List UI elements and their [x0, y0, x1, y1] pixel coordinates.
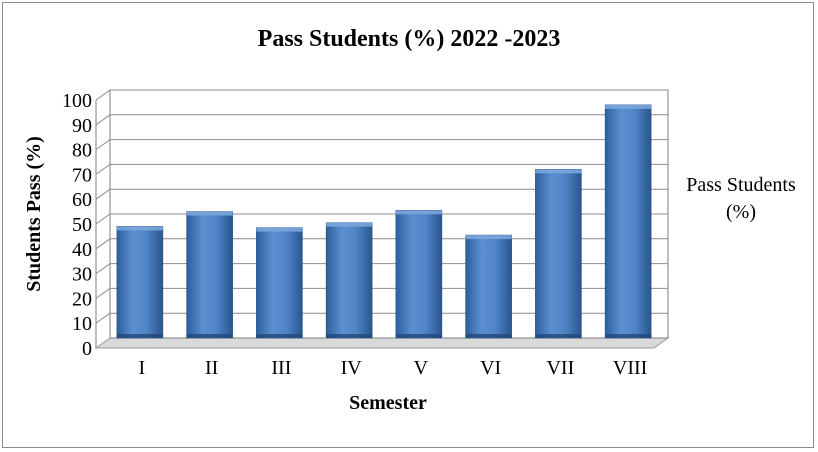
x-tick-label: III	[271, 357, 291, 379]
gridline-diagonal	[95, 139, 111, 151]
plot-area	[94, 89, 670, 349]
y-tick-label: 90	[72, 115, 92, 137]
y-tick-label: 10	[72, 313, 92, 335]
x-tick-labels: I II III IV V VI VII VIII	[139, 357, 648, 379]
bar-VII	[535, 169, 582, 339]
bars-group	[116, 104, 652, 339]
bar-III	[256, 227, 303, 339]
bar-base	[395, 334, 442, 338]
y-tick-label: 0	[82, 338, 92, 360]
bar-body	[116, 226, 164, 339]
y-axis-title: Students Pass (%)	[23, 136, 45, 292]
bar-base	[465, 334, 512, 338]
bar-top	[465, 235, 512, 240]
bar-base	[605, 334, 652, 338]
gridline-diagonal	[95, 188, 111, 200]
y-tick-label: 70	[72, 164, 92, 186]
bar-body	[465, 234, 512, 339]
bar-top	[186, 211, 233, 216]
y-tick-label: 30	[72, 264, 92, 286]
bar-base	[186, 334, 233, 338]
x-tick-label: V	[414, 357, 429, 379]
y-tick-label: 80	[72, 140, 92, 162]
bar-body	[325, 222, 373, 339]
bar-I	[116, 226, 164, 339]
x-tick-label: I	[139, 357, 146, 379]
bar-V	[395, 209, 443, 339]
y-tick-label: 100	[62, 90, 92, 112]
bar-top	[256, 227, 303, 232]
bar-base	[535, 334, 582, 338]
x-tick-label: II	[205, 357, 218, 379]
x-tick-label: IV	[341, 357, 363, 379]
bar-IV	[325, 222, 373, 339]
bar-VI	[465, 234, 512, 339]
bar-top	[326, 222, 373, 227]
bar-VIII	[604, 104, 652, 339]
gridline-diagonal	[95, 163, 111, 175]
y-tick-label: 20	[72, 288, 92, 310]
x-tick-label: VII	[546, 357, 574, 379]
bar-base	[256, 334, 303, 338]
bar-base	[326, 334, 373, 338]
bar-top	[395, 210, 442, 215]
bar-body	[395, 209, 443, 339]
gridline-diagonal	[95, 114, 111, 126]
y-tick-label: 60	[72, 189, 92, 211]
bar-body	[256, 227, 303, 339]
x-axis-title: Semester	[349, 392, 427, 414]
gridline-diagonal	[95, 312, 111, 324]
chart-title: Pass Students (%) 2022 -2023	[258, 26, 561, 52]
legend-line-2: (%)	[726, 201, 756, 223]
bar-body	[535, 169, 582, 339]
bar-II	[186, 211, 233, 339]
x-tick-label: VI	[480, 357, 501, 379]
bar-base	[116, 334, 163, 338]
gridline-diagonal	[95, 213, 111, 225]
legend-line-1: Pass Students	[686, 174, 796, 196]
bar-top	[605, 104, 652, 109]
gridline-diagonal	[95, 287, 111, 299]
x-tick-label: VIII	[613, 357, 647, 379]
legend: Pass Students (%)	[686, 174, 796, 223]
bar-body	[604, 104, 652, 339]
bar-top	[116, 226, 163, 231]
bar-top	[535, 169, 582, 174]
gridline-diagonal	[95, 263, 111, 275]
gridline-diagonal	[95, 89, 111, 101]
gridline-diagonal	[95, 238, 111, 250]
y-tick-label: 50	[72, 214, 92, 236]
bar-body	[186, 211, 233, 339]
plot-floor	[94, 337, 670, 349]
y-tick-label: 40	[72, 239, 92, 261]
